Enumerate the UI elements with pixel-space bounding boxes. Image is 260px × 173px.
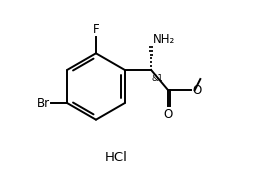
Text: Br: Br [37, 97, 50, 110]
Text: HCl: HCl [105, 151, 128, 164]
Text: O: O [164, 108, 173, 121]
Text: NH₂: NH₂ [153, 33, 176, 46]
Text: F: F [93, 23, 99, 36]
Text: &1: &1 [152, 74, 163, 83]
Text: O: O [192, 84, 201, 97]
